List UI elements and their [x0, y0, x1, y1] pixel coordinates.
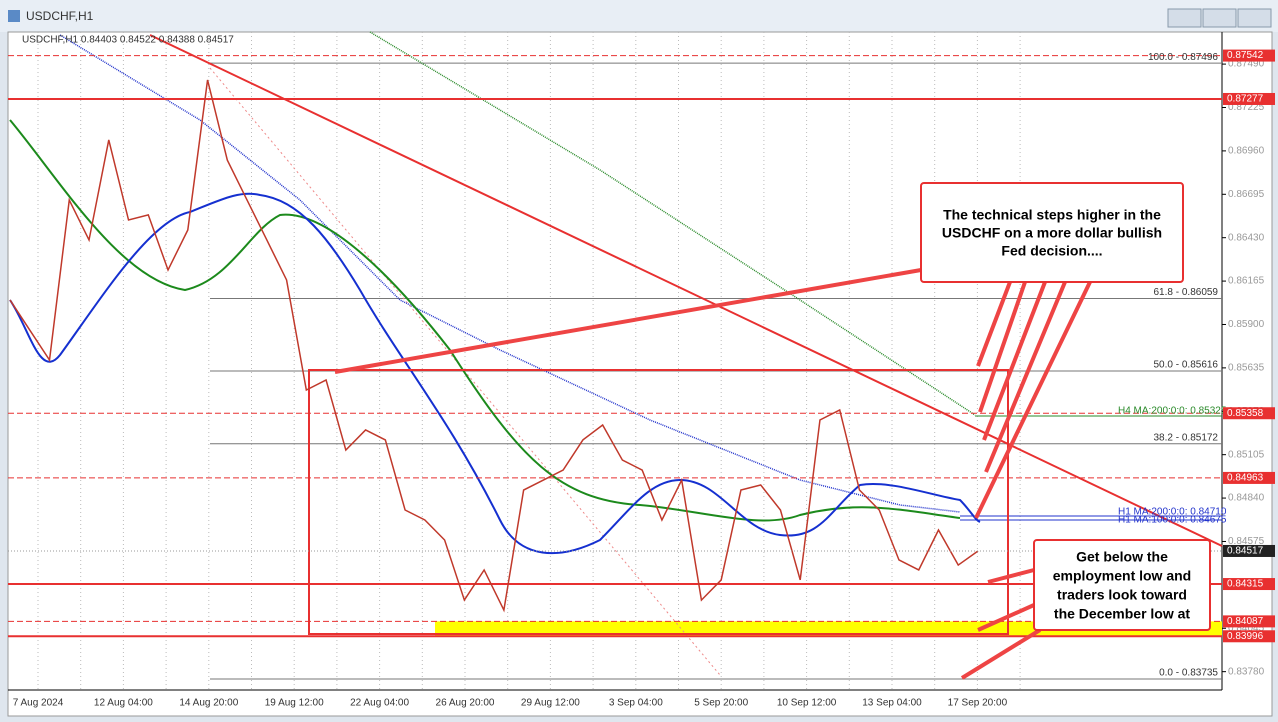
- y-tick-label: 0.87490: [1228, 59, 1265, 70]
- fib-label: 38.2 - 0.85172: [1154, 432, 1219, 443]
- ma-h1-100: [9, 192, 981, 555]
- y-tick-label: 0.83780: [1228, 666, 1265, 677]
- price-label-bg: [1223, 471, 1275, 484]
- x-tick-label: 26 Aug 20:00: [436, 698, 495, 709]
- annotation-text: USDCHF on a more dollar bullish: [942, 225, 1162, 241]
- annotation-arrows: [334, 268, 1092, 680]
- annotation-text: The technical steps higher in the: [943, 207, 1161, 223]
- y-tick-label: 0.85635: [1228, 363, 1265, 374]
- x-tick-label: 5 Sep 20:00: [694, 698, 748, 709]
- arrow: [960, 628, 1042, 680]
- y-tick-label: 0.84045: [1228, 623, 1265, 634]
- annotation-text: Fed decision....: [1001, 243, 1102, 259]
- fib-label: 100.0 - 0.87496: [1148, 52, 1218, 63]
- price-label: 0.87542: [1227, 50, 1264, 61]
- arrow: [974, 281, 1092, 519]
- x-tick-label: 17 Sep 20:00: [948, 698, 1008, 709]
- ma-label: H4 MA:200:0:0: 0.85325: [1118, 406, 1227, 417]
- annotation-text: the December low at: [1054, 606, 1190, 622]
- arrow: [984, 281, 1067, 473]
- title-bar: [0, 0, 1278, 32]
- grid: [37, 32, 1222, 690]
- price-label: 0.83996: [1227, 631, 1264, 642]
- y-tick-label: 0.86430: [1228, 232, 1265, 243]
- annotation-text: traders look toward: [1057, 587, 1187, 603]
- arrow: [976, 281, 1012, 367]
- y-tick-label: 0.85105: [1228, 449, 1265, 460]
- support-zone: [435, 621, 1222, 637]
- price-label-bg: [1223, 615, 1275, 628]
- annotation-text: Get below the: [1076, 549, 1168, 565]
- price-label: 0.87277: [1227, 94, 1264, 105]
- arrow: [978, 281, 1027, 413]
- x-tick-label: 29 Aug 12:00: [521, 698, 580, 709]
- maximize-button[interactable]: [1202, 8, 1237, 28]
- minimize-button[interactable]: [1167, 8, 1202, 28]
- annotation-box: [920, 182, 1184, 283]
- y-tick-label: 0.87225: [1228, 102, 1265, 113]
- arrow: [334, 268, 922, 374]
- annotation-text: employment low and: [1053, 568, 1191, 584]
- price-label-bg: [1223, 49, 1275, 62]
- window-icon: [8, 10, 20, 22]
- current-price-label: 0.84517: [1227, 546, 1264, 557]
- y-tick-label: 0.86960: [1228, 146, 1265, 157]
- fib-label: 50.0 - 0.85616: [1154, 360, 1219, 371]
- price-label: 0.84315: [1227, 579, 1264, 590]
- range-box: [308, 369, 1009, 635]
- price-line: [9, 79, 979, 613]
- arrow: [977, 603, 1035, 632]
- x-tick-label: 7 Aug 2024: [13, 698, 64, 709]
- chart-header: USDCHF,H1 0.84403 0.84522 0.84388 0.8451…: [22, 35, 234, 46]
- ma-h4-200: [369, 31, 976, 416]
- x-tick-label: 3 Sep 04:00: [609, 698, 663, 709]
- marks: [8, 55, 1222, 638]
- x-tick-label: 12 Aug 04:00: [94, 698, 153, 709]
- window-title: USDCHF,H1: [26, 9, 94, 23]
- x-tick-label: 19 Aug 12:00: [265, 698, 324, 709]
- y-tick-label: 0.86695: [1228, 189, 1265, 200]
- y-tick-label: 0.86165: [1228, 276, 1265, 287]
- chart-layer: [9, 31, 1223, 676]
- price-label-bg: [1223, 407, 1275, 420]
- x-tick-label: 14 Aug 20:00: [179, 698, 238, 709]
- x-tick-label: 10 Sep 12:00: [777, 698, 837, 709]
- price-label-bg: [1223, 630, 1275, 643]
- y-tick-label: 0.84840: [1228, 493, 1265, 504]
- ma-label: H1 MA:200:0:0: 0.84710: [1118, 507, 1227, 518]
- ma-label: H1 MA:100:0:0: 0.84675: [1118, 515, 1227, 526]
- price-label: 0.84963: [1227, 473, 1264, 484]
- price-label-bg: [1223, 92, 1275, 105]
- current-price-bg: [1223, 544, 1275, 557]
- arrow: [982, 281, 1047, 441]
- price-label: 0.84087: [1227, 616, 1264, 627]
- arrow: [987, 568, 1035, 584]
- fib-label: 61.8 - 0.86059: [1154, 287, 1219, 298]
- price-label: 0.85358: [1227, 408, 1264, 419]
- price-label-bg: [1223, 578, 1275, 591]
- x-tick-label: 13 Sep 04:00: [862, 698, 922, 709]
- annotation-box: [1033, 539, 1211, 631]
- y-tick-label: 0.84575: [1228, 536, 1265, 547]
- ma-h1-200: [9, 119, 961, 522]
- close-button[interactable]: [1237, 8, 1272, 28]
- y-tick-label: 0.85900: [1228, 319, 1265, 330]
- trend-line: [149, 34, 1223, 547]
- x-tick-label: 22 Aug 04:00: [350, 698, 409, 709]
- fib-label: 0.0 - 0.83735: [1159, 668, 1218, 679]
